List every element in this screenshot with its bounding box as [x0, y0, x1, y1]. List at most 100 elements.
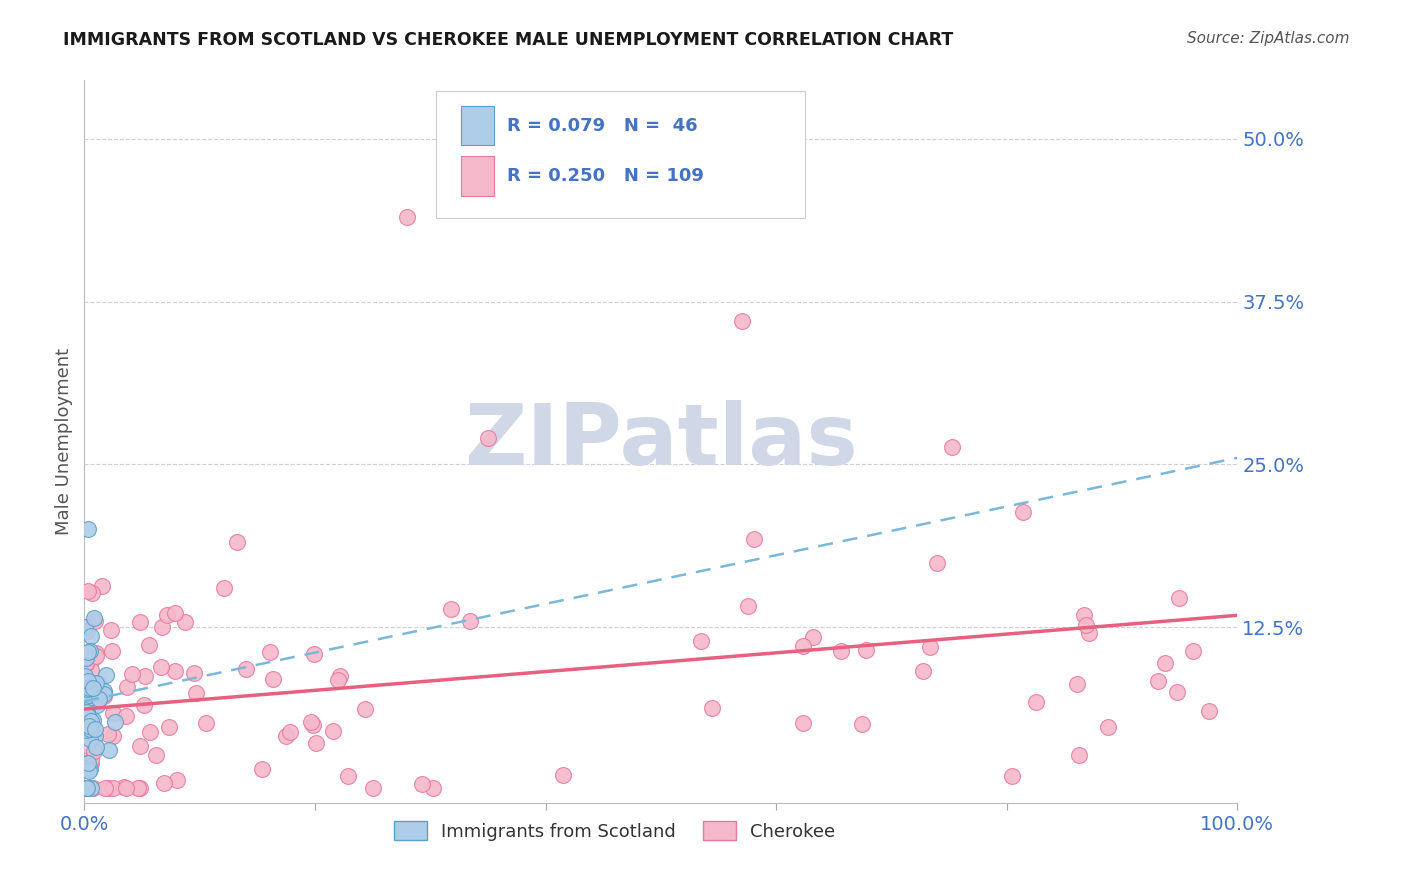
- Point: [82, 650, 104, 665]
- Point: [411, 777, 433, 791]
- Point: [82, 781, 104, 796]
- Point: [1066, 677, 1088, 691]
- Text: Source: ZipAtlas.com: Source: ZipAtlas.com: [1187, 31, 1350, 46]
- Point: [235, 662, 257, 676]
- Point: [166, 773, 188, 788]
- Point: [134, 669, 156, 683]
- Legend: Immigrants from Scotland, Cherokee: Immigrants from Scotland, Cherokee: [387, 814, 842, 848]
- Point: [361, 781, 384, 796]
- Point: [278, 725, 301, 739]
- Point: [127, 781, 149, 796]
- Point: [299, 714, 322, 729]
- Point: [440, 601, 463, 615]
- Point: [104, 715, 127, 730]
- Point: [1076, 617, 1098, 632]
- Point: [80, 720, 103, 734]
- FancyBboxPatch shape: [461, 105, 494, 145]
- Point: [1097, 720, 1119, 734]
- Point: [79, 732, 101, 747]
- Point: [82, 713, 104, 727]
- Point: [93, 687, 115, 701]
- Point: [101, 644, 124, 658]
- Text: IMMIGRANTS FROM SCOTLAND VS CHEROKEE MALE UNEMPLOYMENT CORRELATION CHART: IMMIGRANTS FROM SCOTLAND VS CHEROKEE MAL…: [63, 31, 953, 49]
- Point: [83, 729, 105, 743]
- Point: [79, 644, 101, 658]
- Point: [79, 764, 101, 778]
- Point: [77, 688, 100, 702]
- Point: [76, 523, 98, 537]
- Point: [730, 314, 752, 328]
- Y-axis label: Male Unemployment: Male Unemployment: [55, 348, 73, 535]
- Point: [302, 648, 325, 662]
- Point: [73, 620, 96, 634]
- Point: [250, 762, 273, 776]
- Point: [79, 781, 101, 796]
- Point: [112, 780, 135, 795]
- Point: [163, 606, 186, 620]
- Point: [302, 717, 325, 731]
- Point: [77, 756, 100, 770]
- Point: [83, 611, 105, 625]
- Point: [77, 645, 100, 659]
- Point: [150, 620, 173, 634]
- Point: [801, 630, 824, 644]
- Point: [150, 659, 173, 673]
- Point: [97, 781, 120, 796]
- Point: [851, 717, 873, 731]
- Point: [73, 711, 96, 725]
- Point: [94, 667, 117, 681]
- Point: [259, 645, 281, 659]
- Point: [87, 692, 110, 706]
- Point: [174, 615, 197, 629]
- Point: [79, 722, 101, 736]
- Point: [77, 685, 100, 699]
- Text: R = 0.079   N =  46: R = 0.079 N = 46: [508, 117, 699, 135]
- FancyBboxPatch shape: [461, 156, 494, 196]
- Point: [702, 701, 724, 715]
- Point: [80, 714, 103, 728]
- Point: [76, 682, 98, 697]
- Point: [225, 534, 247, 549]
- Point: [84, 648, 107, 663]
- Point: [75, 650, 97, 665]
- Point: [737, 599, 759, 614]
- Point: [115, 781, 138, 796]
- Point: [84, 646, 107, 660]
- Point: [1166, 685, 1188, 699]
- Point: [121, 666, 143, 681]
- Point: [690, 633, 713, 648]
- Point: [305, 736, 328, 750]
- Point: [83, 722, 105, 736]
- Point: [329, 669, 352, 683]
- Point: [1067, 747, 1090, 762]
- Point: [86, 698, 108, 712]
- Point: [145, 747, 167, 762]
- Point: [76, 723, 98, 737]
- Point: [97, 727, 120, 741]
- Point: [80, 715, 103, 730]
- Point: [75, 656, 97, 670]
- Point: [262, 672, 284, 686]
- Point: [103, 729, 125, 743]
- Point: [744, 533, 766, 547]
- Point: [83, 744, 105, 758]
- Point: [101, 781, 124, 796]
- Point: [79, 719, 101, 733]
- Point: [76, 781, 98, 796]
- FancyBboxPatch shape: [436, 91, 806, 218]
- Point: [80, 756, 103, 771]
- Point: [76, 705, 98, 719]
- Point: [93, 683, 115, 698]
- Point: [1198, 704, 1220, 718]
- Point: [195, 715, 218, 730]
- Point: [139, 725, 162, 739]
- Point: [84, 740, 107, 755]
- Point: [138, 638, 160, 652]
- Point: [79, 664, 101, 678]
- Point: [353, 702, 375, 716]
- Point: [152, 776, 174, 790]
- Point: [1001, 769, 1024, 783]
- Point: [76, 781, 98, 796]
- Point: [1168, 591, 1191, 605]
- Point: [79, 690, 101, 705]
